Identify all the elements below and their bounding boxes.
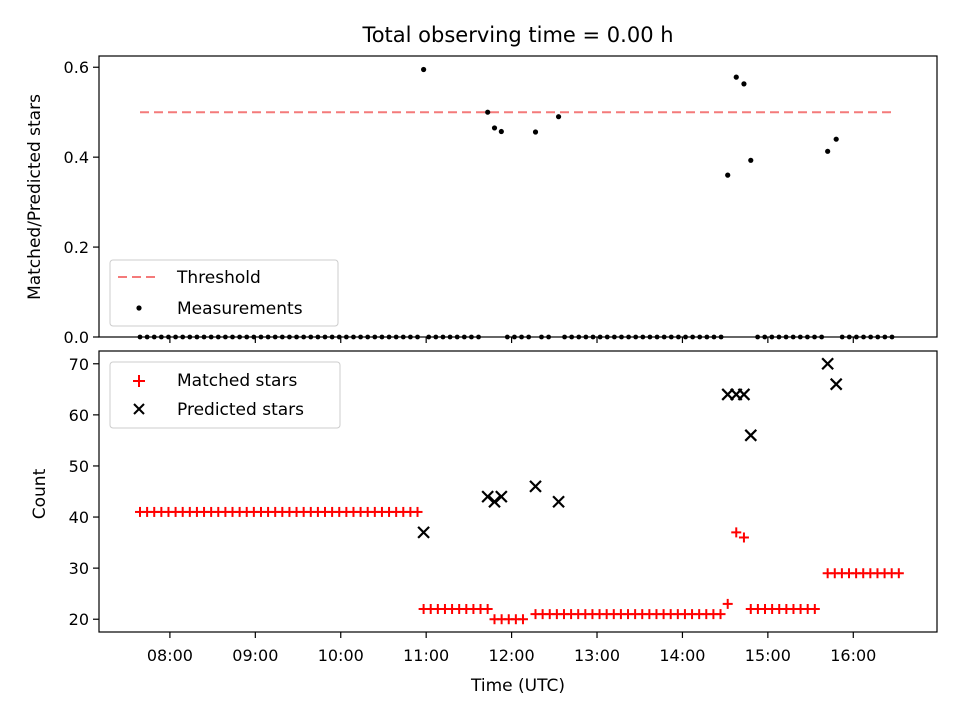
top-y-ticks: 0.0 0.2 0.4 0.6 [64,58,99,347]
x-tick-label: 11:00 [403,646,449,665]
predicted-point [481,490,494,503]
measurement-point [748,157,754,163]
x-tick-label: 15:00 [745,646,791,665]
legend-threshold-label: Threshold [176,268,261,288]
predicted-point [488,495,501,508]
top-y-axis-label: Matched/Predicted stars [25,94,45,300]
predicted-point [737,388,751,401]
y-tick-label: 0.0 [64,328,89,347]
top-legend: Threshold Measurements [109,259,339,327]
matched-point [722,598,733,609]
y-tick-label: 20 [69,610,89,629]
legend-measurements-label: Measurements [177,299,303,319]
x-tick-label: 14:00 [659,646,705,665]
top-legend-box [109,259,339,327]
measurement-point [825,148,831,154]
measurement-point [421,66,427,73]
x-tick-label: 16:00 [830,646,876,665]
matched-point [809,604,820,615]
y-tick-label: 40 [69,508,89,527]
measurement-point [532,129,539,135]
bottom-y-ticks: 20 30 40 50 60 70 [69,355,99,629]
matched-point [738,532,749,543]
predicted-point [829,377,843,391]
y-tick-label: 0.6 [64,58,89,77]
bottom-axes-frame [98,350,938,633]
matched-point [517,614,528,625]
predicted-point [417,526,430,539]
y-tick-label: 50 [69,457,89,476]
bottom-panel: 20 30 40 50 60 70 08:00 09:00 10:00 11:00 12:00 13… [30,350,938,696]
measurement-point [491,125,498,131]
x-tick-label: 10:00 [318,646,364,665]
bottom-y-axis-label: Count [30,468,50,519]
predicted-point [552,495,565,508]
predicted-point [529,480,542,493]
x-tick-label: 12:00 [489,646,535,665]
predicted-point [495,490,508,503]
x-tick-label: 09:00 [232,646,278,665]
bottom-legend-box [109,361,341,429]
measurement-point [555,114,562,120]
y-tick-label: 0.4 [64,148,89,167]
y-tick-label: 70 [69,355,89,374]
legend-predicted-swatch [133,403,145,415]
measurement-point [498,128,504,135]
top-axes-frame [98,55,938,338]
chart-title: Total observing time = 0.00 h [361,23,673,47]
measurement-point [725,172,731,178]
top-panel: 0.0 0.2 0.4 0.6 Matched/Predicted stars Thr… [25,55,938,347]
x-tick-label: 13:00 [574,646,620,665]
legend-predicted-label: Predicted stars [177,400,304,420]
predicted-point [821,357,834,371]
legend-matched-swatch [133,375,145,387]
x-tick-label: 08:00 [147,646,193,665]
matched-point [412,506,423,517]
bottom-marks [135,357,904,625]
legend-matched-label: Matched stars [177,371,297,391]
matched-point [482,604,493,615]
legend-measurements-swatch [136,305,142,311]
matched-point [715,609,726,620]
y-tick-label: 30 [69,559,89,578]
top-x-ticks [169,337,854,343]
measurement-point [833,136,839,142]
measurement-point [733,74,739,80]
matched-point [893,568,904,579]
predicted-point [744,429,758,442]
measurement-point [485,109,491,115]
matched-point [731,527,742,538]
y-tick-label: 0.2 [64,238,89,257]
x-axis-label: Time (UTC) [470,676,565,696]
y-tick-label: 60 [69,406,89,425]
bottom-legend: Matched stars Predicted stars [109,361,341,429]
bottom-x-ticks: 08:00 09:00 10:00 11:00 12:00 13:00 14:00 15:00… [147,632,876,665]
measurement-point [741,81,747,87]
